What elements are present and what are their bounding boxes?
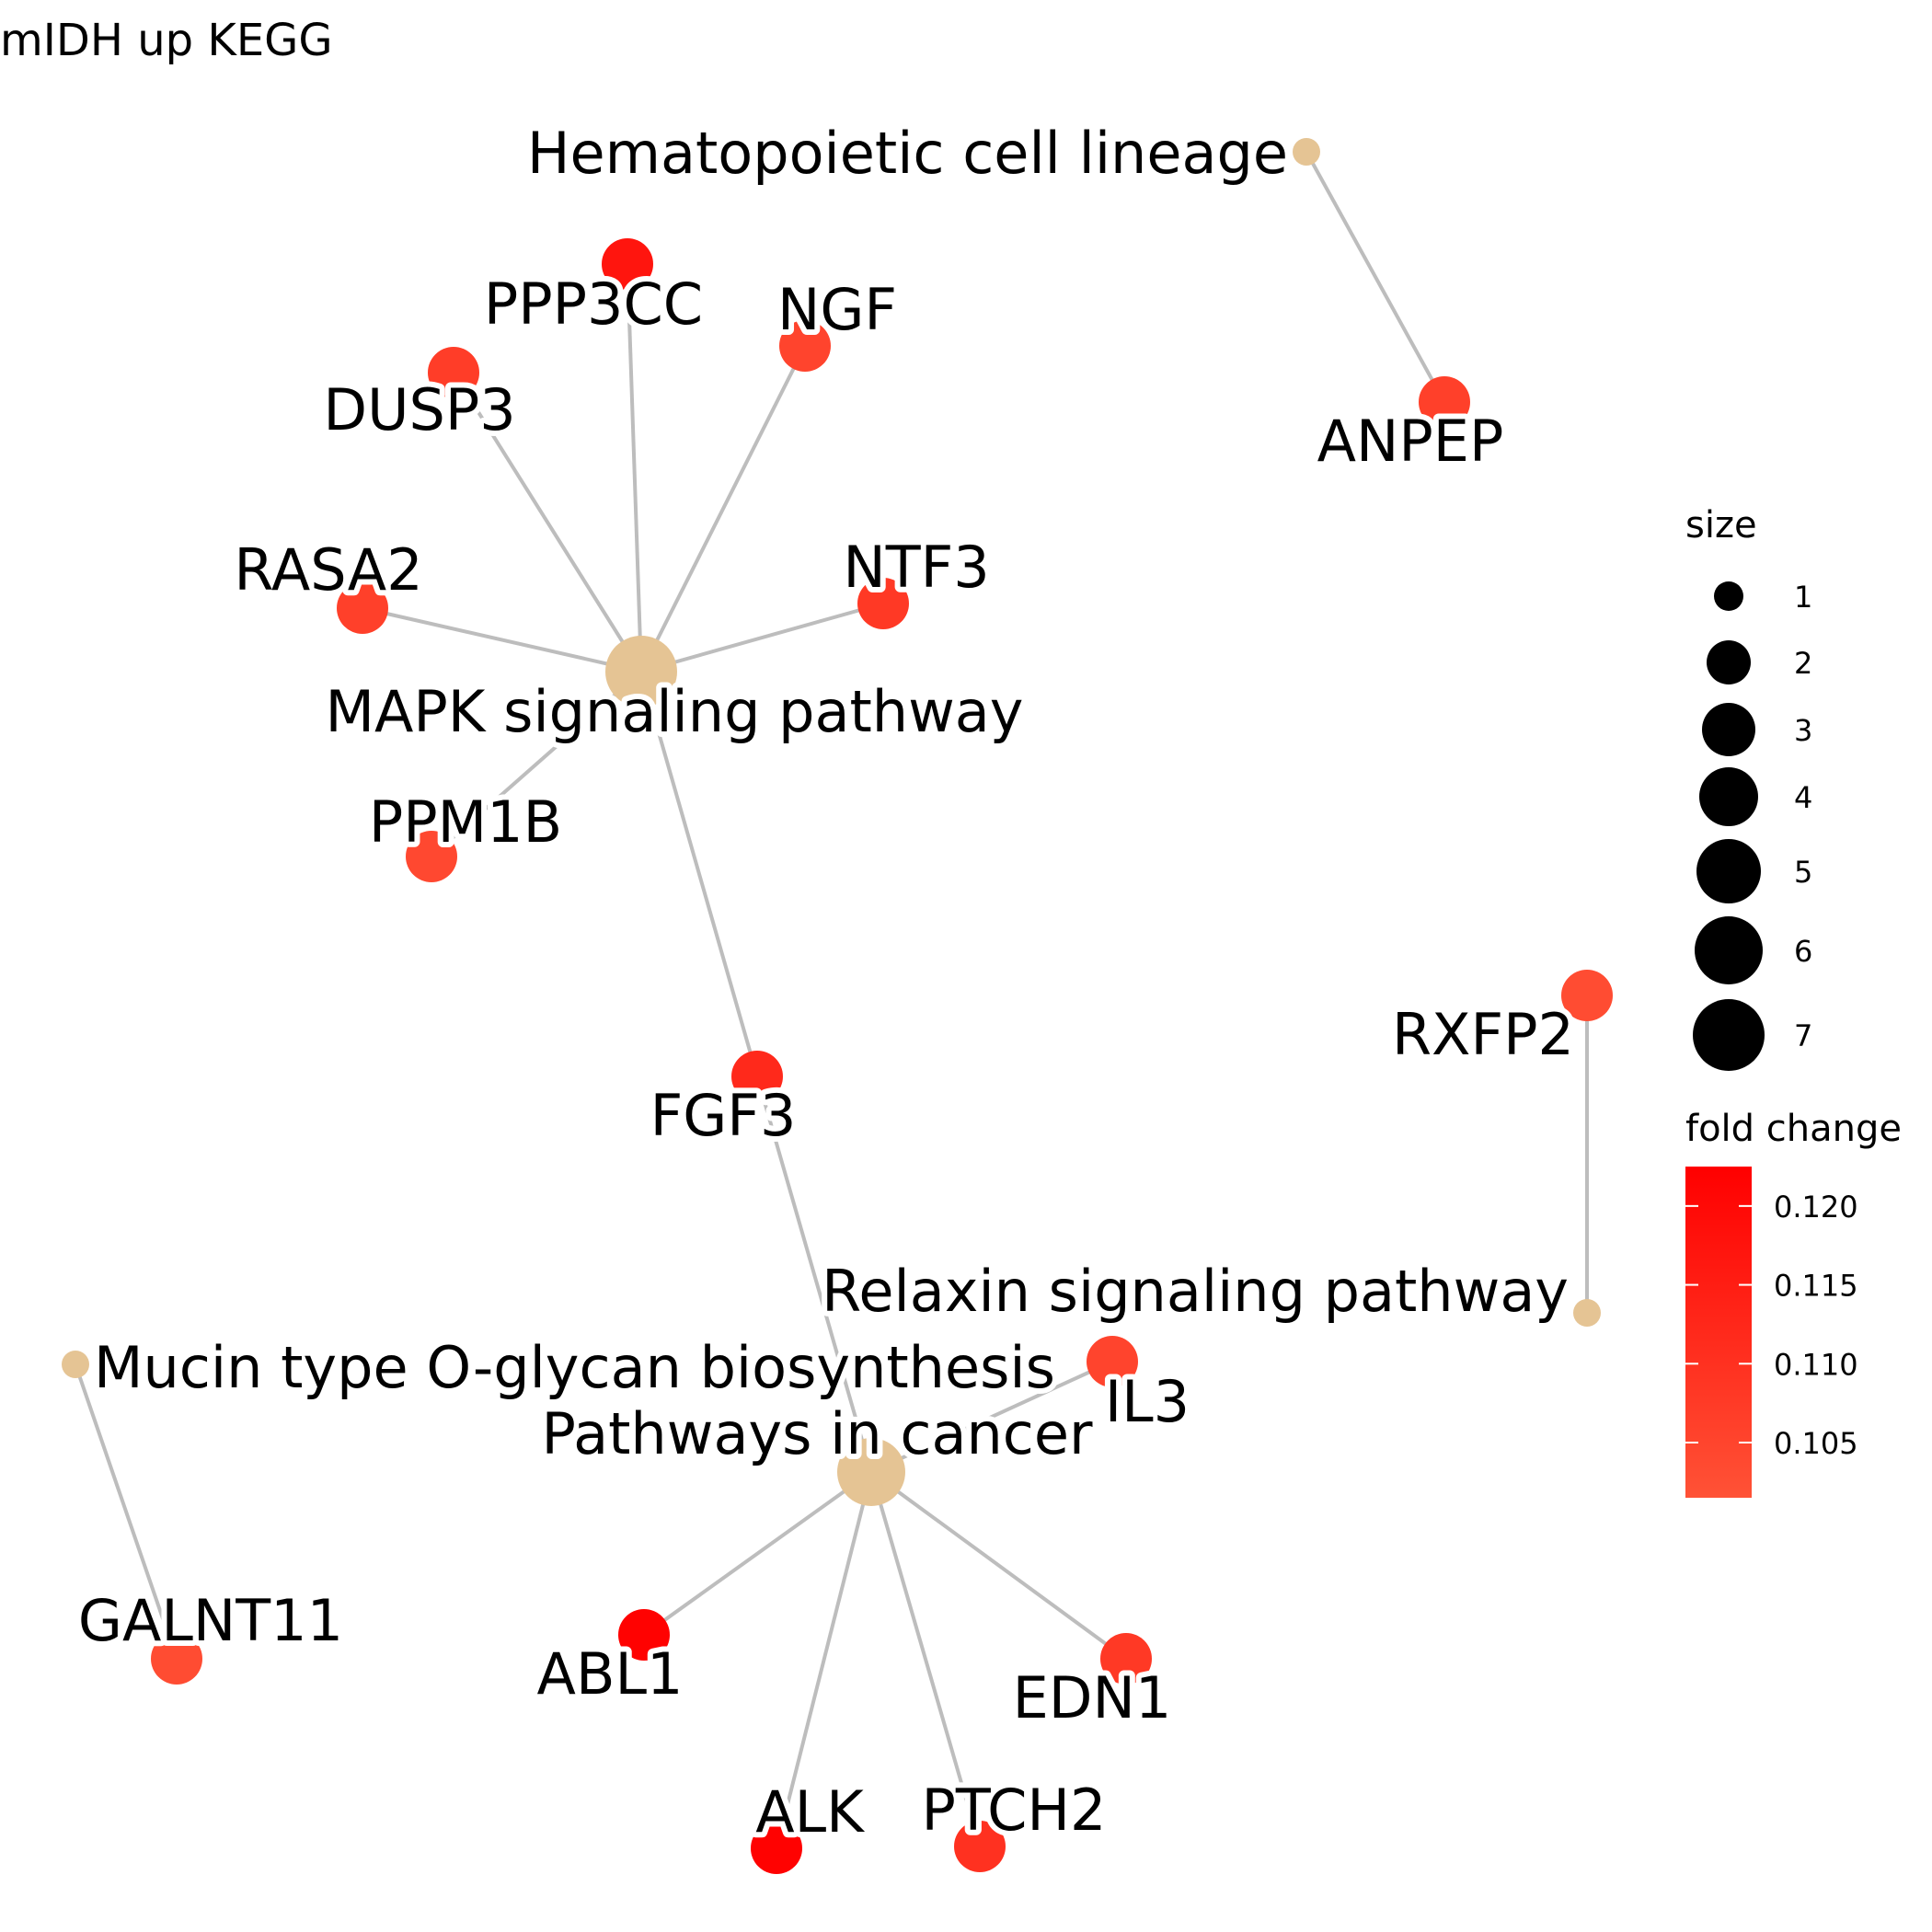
node-label-il3: IL3: [1105, 1368, 1190, 1435]
fold-change-colorbar: [1685, 1167, 1752, 1498]
size-legend-point-3: [1702, 703, 1755, 756]
node-label-ntf3: NTF3: [843, 534, 989, 601]
node-label-galnt11: GALNT11: [78, 1587, 343, 1654]
category-node-mucin: [62, 1351, 89, 1378]
gene-node-il3: [1087, 1336, 1138, 1387]
gene-node-ppm1b: [406, 831, 457, 882]
node-label-mucin: Mucin type O-glycan biosynthesis: [94, 1334, 1055, 1401]
gene-node-ptch2: [954, 1821, 1006, 1872]
node-label-ppp3cc: PPP3CC: [484, 270, 703, 338]
size-legend-label-2: 2: [1794, 646, 1812, 681]
node-label-ptch2: PTCH2: [922, 1777, 1107, 1844]
category-node-cancer: [837, 1438, 905, 1506]
fold-change-legend-title: fold change: [1685, 1108, 1902, 1150]
size-legend-label-3: 3: [1794, 713, 1812, 748]
gene-node-rxfp2: [1561, 970, 1613, 1021]
colorbar-tick-label: 0.115: [1774, 1269, 1858, 1304]
gene-node-galnt11: [151, 1633, 202, 1685]
gene-node-ntf3: [857, 578, 909, 629]
edge-mucin-GALNT11: [74, 1363, 178, 1660]
node-label-hematopoietic: Hematopoietic cell lineage: [527, 120, 1288, 187]
edges-layer: [74, 151, 1589, 1849]
colorbar-tick-label: 0.110: [1774, 1347, 1858, 1382]
node-label-fgf3: FGF3: [650, 1082, 797, 1149]
size-legend-point-1: [1714, 581, 1743, 611]
node-label-rxfp2: RXFP2: [1392, 1001, 1574, 1068]
size-legend-label-1: 1: [1794, 580, 1812, 615]
size-legend: size 1 2 3 4 5 6 7: [1685, 504, 1812, 1071]
node-label-relaxin: Relaxin signaling pathway: [822, 1258, 1569, 1325]
edge-mapk-NTF3: [640, 602, 884, 673]
gene-node-abl1: [618, 1609, 670, 1661]
gene-node-fgf3: [731, 1051, 783, 1102]
gene-node-alk: [751, 1823, 802, 1874]
size-legend-point-5: [1696, 839, 1761, 903]
node-label-rasa2: RASA2: [234, 536, 422, 604]
edge-hematopoietic-ANPEP: [1305, 151, 1446, 403]
edge-mapk-PPM1B: [430, 670, 643, 858]
size-legend-point-4: [1699, 767, 1758, 826]
colorbar-tick-label: 0.105: [1774, 1426, 1858, 1461]
edge-cancer-FGF3: [755, 1075, 873, 1473]
gene-node-ppp3cc: [602, 238, 653, 290]
edge-mapk-PPP3CC: [626, 263, 643, 673]
edge-mapk-NGF: [639, 345, 807, 673]
node-label-anpep: ANPEP: [1317, 408, 1504, 475]
edge-cancer-PTCH2: [869, 1471, 982, 1847]
edge-cancer-EDN1: [869, 1470, 1128, 1661]
category-node-relaxin: [1573, 1299, 1601, 1327]
gene-node-ngf: [779, 320, 831, 372]
gene-node-edn1: [1100, 1633, 1152, 1685]
size-legend-label-6: 6: [1794, 934, 1812, 969]
gene-node-dusp3: [428, 347, 479, 398]
node-label-alk: ALK: [755, 1778, 865, 1846]
edge-mapk-DUSP3: [452, 371, 643, 673]
gene-node-anpep: [1419, 376, 1470, 428]
size-legend-label-7: 7: [1794, 1018, 1812, 1053]
node-label-ngf: NGF: [777, 276, 897, 343]
node-label-edn1: EDN1: [1013, 1664, 1172, 1731]
size-legend-title: size: [1685, 504, 1757, 546]
size-legend-point-2: [1707, 640, 1751, 684]
size-legend-point-6: [1695, 916, 1763, 984]
category-node-hematopoietic: [1293, 138, 1320, 166]
node-label-ppm1b: PPM1B: [369, 788, 562, 856]
size-legend-label-4: 4: [1794, 780, 1812, 815]
colorbar-tick-label: 0.120: [1774, 1190, 1858, 1225]
labels-layer: Hematopoietic cell lineage MAPK signaling…: [73, 114, 1580, 1851]
category-node-mapk: [605, 636, 677, 707]
node-label-cancer: Pathways in cancer: [542, 1400, 1093, 1467]
gene-node-rasa2: [337, 582, 388, 634]
edge-cancer-ALK: [775, 1471, 873, 1849]
edge-mapk-FGF3: [639, 671, 759, 1077]
fold-change-legend: fold change 0.120 0.115 0.110 0.105: [1685, 1108, 1902, 1498]
edge-mapk-RASA2: [362, 606, 642, 673]
node-label-abl1: ABL1: [537, 1640, 684, 1708]
edge-cancer-IL3: [870, 1360, 1113, 1474]
edge-cancer-ABL1: [642, 1470, 873, 1637]
node-label-dusp3: DUSP3: [323, 376, 515, 443]
size-legend-point-7: [1693, 999, 1765, 1071]
node-label-mapk: MAPK signaling pathway: [326, 678, 1024, 745]
plot-title: mIDH up KEGG: [0, 15, 333, 66]
size-legend-label-5: 5: [1794, 855, 1812, 890]
nodes-layer: [62, 138, 1613, 1874]
